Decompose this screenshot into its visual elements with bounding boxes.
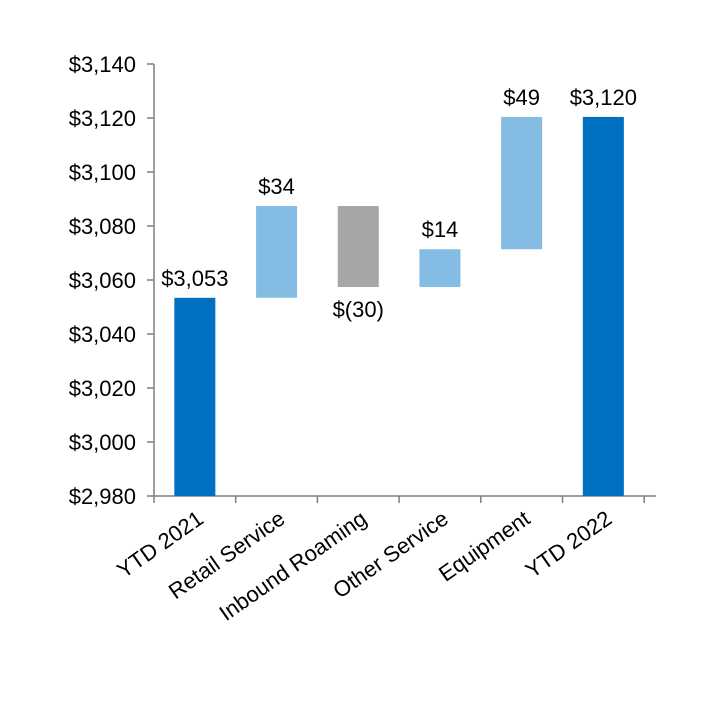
x-tick-label: Inbound Roaming [215, 506, 372, 626]
data-label: $3,053 [161, 266, 228, 291]
y-tick-label: $3,040 [69, 322, 136, 347]
x-tick-label: YTD 2022 [521, 506, 616, 583]
data-label: $49 [503, 85, 540, 110]
y-tick-label: $3,120 [69, 106, 136, 131]
bars [174, 116, 624, 497]
y-tick-label: $3,080 [69, 214, 136, 239]
x-tick-label: Equipment [434, 506, 535, 587]
bar-increase [256, 206, 298, 298]
y-tick-label: $3,140 [69, 52, 136, 77]
data-label: $14 [422, 217, 459, 242]
y-tick-label: $3,020 [69, 376, 136, 401]
data-label: $3,120 [570, 85, 637, 110]
data-label: $34 [258, 174, 295, 199]
bar-increase [419, 249, 461, 288]
axes: $2,980 $3,000 $3,020 $3,040 $3,060 $3,080 $3,1… [69, 52, 656, 626]
y-tick-label: $2,980 [69, 484, 136, 509]
bar-total [582, 116, 624, 497]
bar-total [174, 297, 216, 496]
bar-increase [501, 116, 543, 250]
y-tick-label: $3,000 [69, 430, 136, 455]
y-tick-label: $3,060 [69, 268, 136, 293]
data-label: $(30) [333, 297, 384, 322]
data-labels: $3,053 $34 $(30) $14 $49 $3,120 [161, 85, 637, 322]
bar-decrease [337, 206, 379, 288]
y-tick-label: $3,100 [69, 160, 136, 185]
